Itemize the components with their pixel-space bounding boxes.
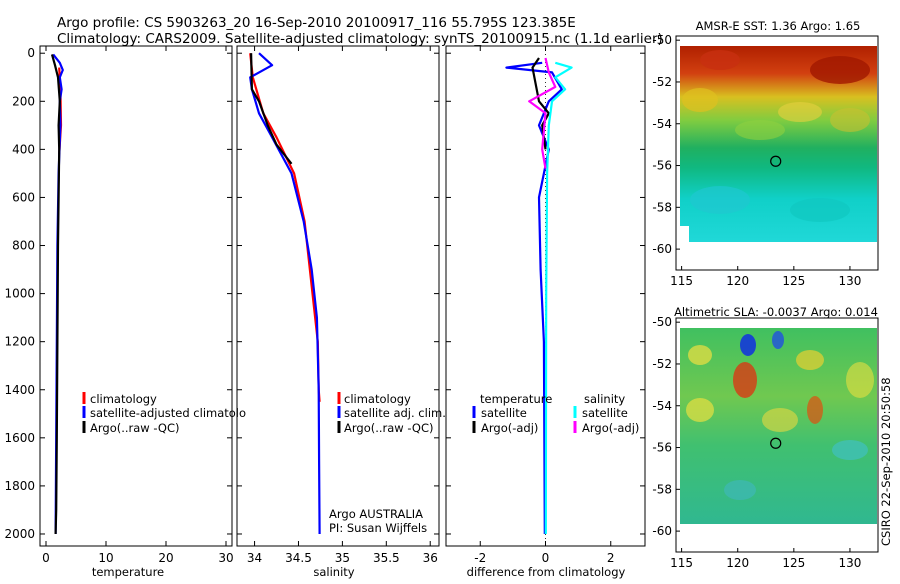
temperature-xtick-label: 20 <box>158 551 173 565</box>
salinity-xtick-label: 35 <box>335 551 350 565</box>
depth-tick-label: 600 <box>12 190 35 204</box>
difference-xlabel: difference from climatology <box>467 565 626 579</box>
depth-tick-label: 1800 <box>4 479 35 493</box>
sst-map-ytick-label: -50 <box>652 33 672 47</box>
depth-tick-label: 1600 <box>4 431 35 445</box>
difference-xtick-label: -2 <box>474 551 486 565</box>
sst-float-marker <box>770 155 782 167</box>
sla-map-ytick-label: -52 <box>652 357 672 371</box>
temperature-xtick-label: 30 <box>218 551 233 565</box>
sla-map-ytick-label: -54 <box>652 399 672 413</box>
temperature-xtick-label: 0 <box>42 551 50 565</box>
legend-group-temperature: temperature <box>480 392 552 406</box>
sla-map-xtick-label: 125 <box>782 556 805 570</box>
sla-map-ytick-label: -50 <box>652 315 672 329</box>
sla-map-xtick-label: 115 <box>670 556 693 570</box>
difference-series-salinity-satellite <box>544 61 573 535</box>
sla-float-marker <box>770 437 782 449</box>
sla-map-ytick-label: -58 <box>652 482 672 496</box>
depth-tick-label: 2000 <box>4 527 35 541</box>
depth-tick-label: 0 <box>27 46 35 60</box>
annotation-agency: Argo AUSTRALIA <box>329 507 423 521</box>
annotation-pi: PI: Susan Wijffels <box>329 521 427 535</box>
legend-label-argo: Argo(..raw -QC) <box>90 421 180 435</box>
sst-map-xtick-label: 130 <box>838 274 861 288</box>
sla-map-ytick-label: -56 <box>652 441 672 455</box>
depth-tick-label: 200 <box>12 94 35 108</box>
sst-map-ytick-label: -54 <box>652 117 672 131</box>
difference-xtick-label: 0 <box>542 551 550 565</box>
sst-map-ytick-label: -58 <box>652 200 672 214</box>
temperature-legend: climatology satellite-adjusted climatolo… <box>82 392 246 435</box>
sst-map-panel <box>680 46 877 242</box>
sla-map-title: Altimetric SLA: -0.0037 Argo: 0.014 <box>674 305 878 319</box>
sst-map-ytick-label: -56 <box>652 159 672 173</box>
salinity-xtick-label: 34 <box>247 551 262 565</box>
sst-map-frame <box>675 35 879 271</box>
depth-tick-label: 1000 <box>4 287 35 301</box>
temperature-xtick-label: 10 <box>98 551 113 565</box>
salinity-series-argo-raw-qc- <box>250 53 293 165</box>
legend-label-satellite: satellite adj. clim. <box>344 406 446 420</box>
side-timestamp-label: CSIRO 22-Sep-2010 20:50:58 <box>879 377 893 546</box>
header-line-2: Climatology: CARS2009. Satellite-adjuste… <box>57 31 663 47</box>
salinity-profile-panel: 34 34.5 35 35.5 36 <box>236 45 440 565</box>
sst-map-ytick-label: -60 <box>652 242 672 256</box>
depth-tick-label: 1400 <box>4 383 35 397</box>
difference-series-salinity-argo-adj- <box>528 57 557 169</box>
depth-tick-label: 1200 <box>4 335 35 349</box>
salinity-xtick-label: 34.5 <box>285 551 312 565</box>
legend-label-climatology: climatology <box>344 392 411 406</box>
difference-xtick-label: 2 <box>607 551 615 565</box>
salinity-legend: climatology satellite adj. clim. Argo(..… <box>329 392 446 535</box>
sst-map-xtick-label: 125 <box>782 274 805 288</box>
salinity-axes-frame <box>236 45 440 547</box>
depth-tick-label: 400 <box>12 142 35 156</box>
legend-label-temp-satellite: satellite <box>481 406 527 420</box>
sla-map-panel <box>680 328 877 524</box>
legend-label-satellite: satellite-adjusted climatolo <box>90 406 246 420</box>
temperature-profile-panel: 0 10 20 30 0 200 400 600 800 1000 1200 1400 1600 1800… <box>4 45 234 565</box>
legend-label-argo: Argo(..raw -QC) <box>344 421 434 435</box>
difference-profile-panel: -2 0 2 <box>445 45 646 565</box>
legend-label-sal-satellite: satellite <box>582 406 628 420</box>
legend-label-sal-argo: Argo(-adj) <box>582 421 639 435</box>
sla-map-axes: 115 120 125 130 -50 -52 -54 -56 -58 -60 <box>652 315 879 570</box>
temperature-xlabel: temperature <box>92 565 164 579</box>
salinity-series-satellite-adj-clim- <box>249 52 321 535</box>
sst-map-title: AMSR-E SST: 1.36 Argo: 1.65 <box>696 19 861 33</box>
difference-series-temperature-satellite <box>505 61 563 535</box>
sst-map-axes: 115 120 125 130 -50 -52 -54 -56 -58 -60 <box>652 33 879 288</box>
temperature-series-argo-raw-qc- <box>50 54 61 535</box>
salinity-xtick-label: 35.5 <box>373 551 400 565</box>
legend-group-salinity: salinity <box>584 392 625 406</box>
depth-tick-label: 800 <box>12 239 35 253</box>
sst-map-ytick-label: -52 <box>652 75 672 89</box>
difference-series-temperature-argo-adj- <box>531 57 550 150</box>
legend-label-climatology: climatology <box>90 392 157 406</box>
difference-legend: temperature satellite Argo(-adj) salinit… <box>472 392 639 435</box>
sst-map-xtick-label: 120 <box>726 274 749 288</box>
sla-map-xtick-label: 120 <box>726 556 749 570</box>
sla-map-ytick-label: -60 <box>652 524 672 538</box>
salinity-xtick-label: 36 <box>423 551 438 565</box>
sla-map-xtick-label: 130 <box>838 556 861 570</box>
header-line-1: Argo profile: CS 5903263_20 16-Sep-2010 … <box>57 15 576 31</box>
salinity-xlabel: salinity <box>313 565 354 579</box>
sst-map-xtick-label: 115 <box>670 274 693 288</box>
temperature-axes-frame <box>39 45 233 547</box>
sla-map-frame <box>675 317 879 553</box>
legend-label-temp-argo: Argo(-adj) <box>481 421 538 435</box>
